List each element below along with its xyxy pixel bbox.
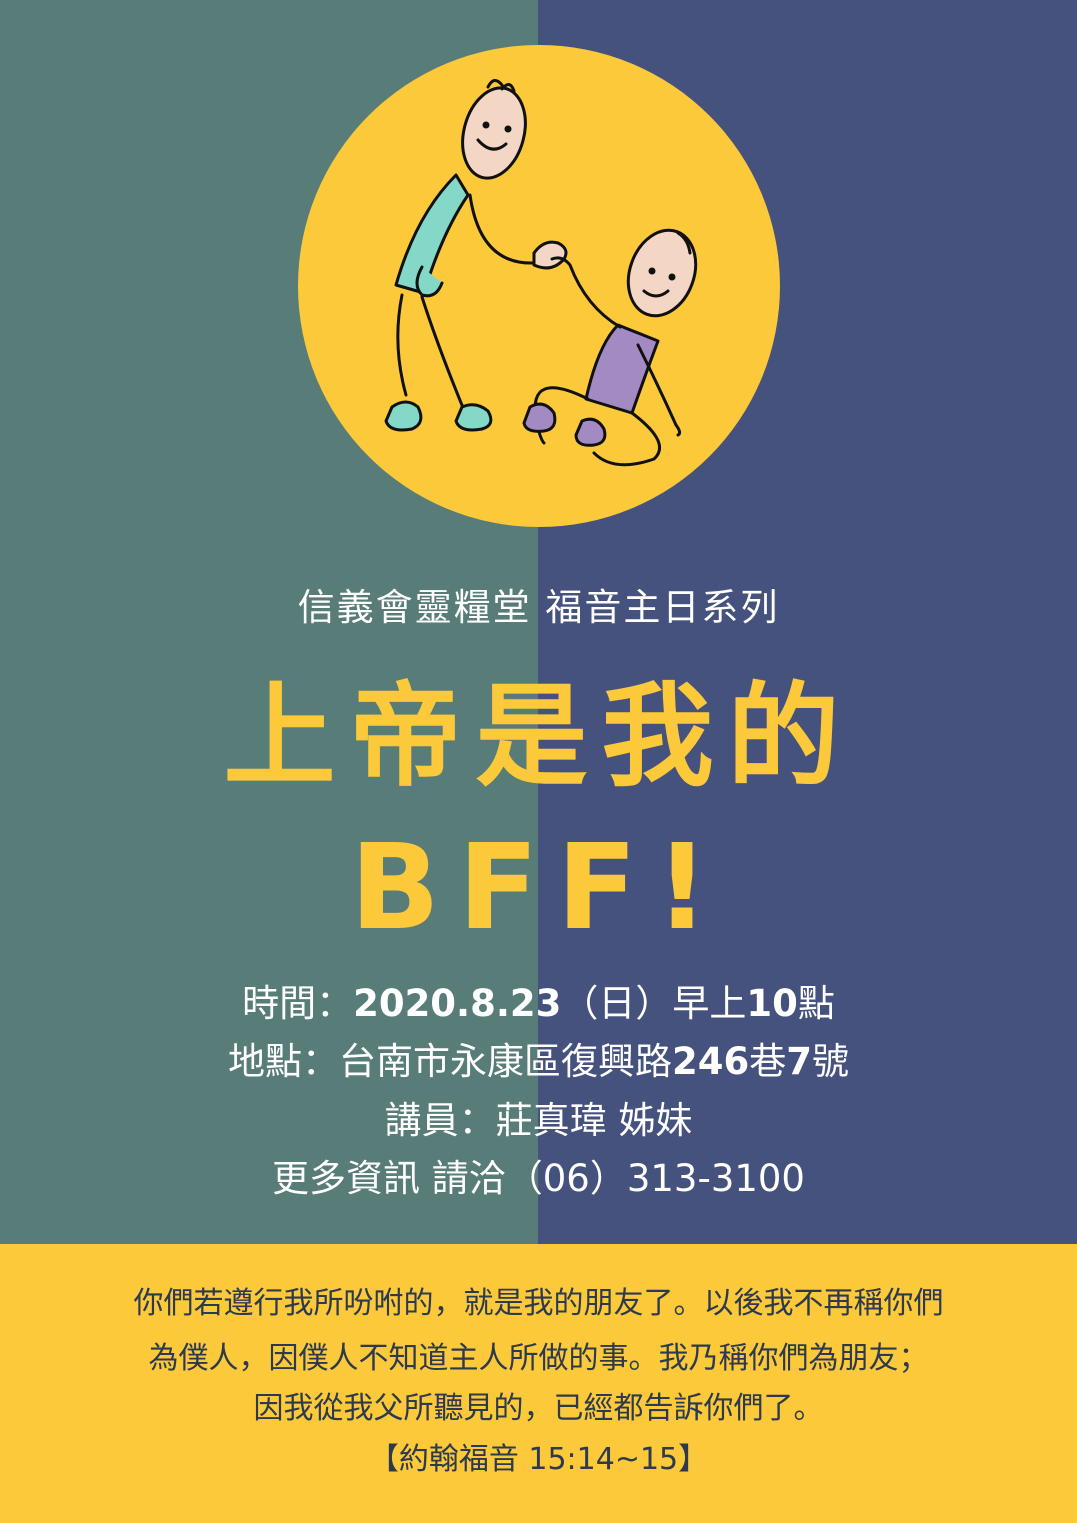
two-friends-helping-hand-illustration: [384, 79, 698, 467]
verse-line-3: 因我從我父所聽見的，已經都告訴你們了。: [253, 1391, 824, 1426]
place-lane: 246: [672, 1040, 750, 1083]
place-label: 地點：: [228, 1040, 339, 1083]
event-series-subtitle: 信義會靈糧堂 福音主日系列: [297, 586, 780, 629]
verse-reference: 【約翰福音 15:14~15】: [368, 1442, 709, 1477]
event-contact: 更多資訊 請洽（06）313-3100: [272, 1157, 805, 1200]
event-location: 地點：台南市永康區復興路246巷7號: [0, 1040, 1077, 1084]
place-number: 7: [786, 1040, 812, 1083]
time-suffix: 點: [797, 982, 835, 1025]
time-hour: 10: [746, 982, 798, 1025]
event-time: 時間：2020.8.23（日）早上10點: [0, 982, 1077, 1026]
verse-line-1: 你們若遵行我所吩咐的，就是我的朋友了。以後我不再稱你們: [133, 1286, 944, 1321]
time-day: （日）早上: [561, 982, 747, 1025]
headline-line-1: 上帝是我的: [223, 672, 854, 802]
place-text: 台南市永康區復興路: [339, 1040, 672, 1083]
headline-line-2: BFF!: [350, 818, 727, 956]
verse-line-2: 為僕人，因僕人不知道主人所做的事。我乃稱你們為朋友；: [148, 1341, 929, 1376]
illustration-circle: [298, 45, 780, 527]
time-label: 時間：: [242, 982, 354, 1025]
place-lane-suffix: 巷: [749, 1040, 787, 1083]
time-date: 2020.8.23: [353, 982, 562, 1025]
event-speaker: 講員：莊真瑋 姊妹: [384, 1099, 693, 1142]
verse-background-panel: [0, 1244, 1077, 1523]
place-number-suffix: 號: [811, 1040, 849, 1083]
